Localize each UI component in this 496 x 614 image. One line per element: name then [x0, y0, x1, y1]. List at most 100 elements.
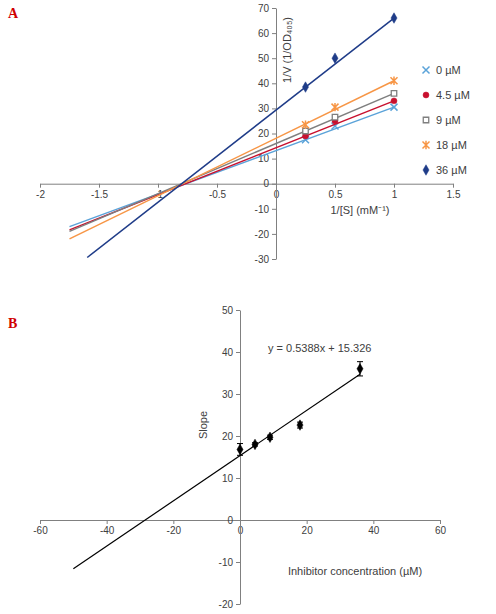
x-axis: -60-40-200204060	[33, 520, 446, 536]
y-tick: -20	[255, 229, 276, 240]
x-tick-label: 20	[302, 525, 314, 536]
x-tick-mark	[40, 184, 41, 188]
y-tick-mark	[272, 8, 276, 9]
data-point	[332, 53, 338, 64]
x-tick-mark	[335, 184, 336, 188]
y-tick-label: 40	[258, 78, 270, 89]
trend-line	[70, 93, 395, 231]
data-point	[332, 103, 339, 111]
x-tick-mark	[307, 520, 308, 524]
y-tick-mark	[272, 58, 276, 59]
error-bar-cap	[357, 361, 363, 362]
data-point	[267, 432, 273, 443]
x-tick: 1.5	[447, 184, 461, 200]
y-tick: 20	[222, 431, 240, 442]
y-tick: 30	[222, 389, 240, 400]
x-tick-label: -20	[167, 525, 182, 536]
x-tick: 0.5	[329, 184, 343, 200]
legend-marker	[423, 117, 428, 122]
x-axis: -2-1.5-1-0.500.511.5	[36, 184, 461, 200]
y-tick: 60	[258, 28, 276, 39]
x-tick-label: 40	[368, 525, 380, 536]
data-point	[332, 114, 337, 119]
data-point	[391, 91, 396, 96]
x-tick-label: -60	[33, 525, 48, 536]
panel-label: A	[8, 6, 19, 21]
x-tick: -40	[100, 520, 115, 536]
legend-label: 9 µM	[436, 114, 461, 126]
legend-label: 0 µM	[436, 64, 461, 76]
x-tick-label: 0.5	[329, 189, 343, 200]
x-tick-label: -2	[36, 189, 45, 200]
x-tick-mark	[217, 184, 218, 188]
y-tick-label: -30	[255, 254, 270, 265]
legend-item: 18 µM	[423, 139, 467, 151]
legend-marker	[423, 141, 430, 149]
y-tick-mark	[236, 478, 240, 479]
y-tick-label: 10	[222, 473, 234, 484]
y-tick-label: -10	[219, 557, 234, 568]
y-tick-mark	[236, 310, 240, 311]
y-tick-mark	[272, 209, 276, 210]
data-point	[297, 420, 303, 431]
y-tick-label: 60	[258, 28, 270, 39]
y-tick-label: 0	[263, 178, 269, 189]
x-axis-line	[41, 184, 454, 185]
x-tick: -60	[33, 520, 48, 536]
y-tick: 0	[263, 178, 276, 189]
y-tick-mark	[236, 436, 240, 437]
legend-marker	[423, 67, 430, 74]
data-point	[391, 13, 397, 24]
data-point	[237, 444, 243, 455]
x-tick-label: 60	[435, 525, 447, 536]
legend-item: 0 µM	[423, 64, 461, 76]
y-tick: 40	[222, 347, 240, 358]
x-tick-label: -1.5	[91, 189, 109, 200]
error-bar	[357, 362, 363, 376]
data-point	[302, 82, 308, 93]
error-bar	[237, 444, 243, 456]
y-tick-mark	[236, 604, 240, 605]
legend-item: 9 µM	[423, 114, 460, 126]
y-tick-label: -20	[255, 229, 270, 240]
y-axis-line	[240, 311, 241, 605]
x-tick: 40	[368, 520, 380, 536]
y-tick: -30	[255, 254, 276, 265]
y-tick-label: 0	[227, 515, 233, 526]
x-tick-mark	[99, 184, 100, 188]
y-tick-mark	[272, 134, 276, 135]
x-tick-mark	[107, 520, 108, 524]
y-tick-mark	[272, 33, 276, 34]
y-tick-label: 20	[222, 431, 234, 442]
y-tick: 10	[222, 473, 240, 484]
y-tick-label: 50	[222, 305, 234, 316]
x-tick: -1.5	[91, 184, 109, 200]
y-tick-mark	[236, 352, 240, 353]
data-point	[391, 104, 398, 111]
y-tick-mark	[236, 520, 240, 521]
x-tick-mark	[453, 184, 454, 188]
y-tick: -10	[255, 204, 276, 215]
y-tick: 40	[258, 78, 276, 89]
y-tick-mark	[236, 562, 240, 563]
y-tick-label: 30	[222, 389, 234, 400]
chart-panel: -2-1.5-1-0.500.511.5-30-20-1001020304050…	[8, 3, 470, 265]
x-tick-mark	[158, 184, 159, 188]
legend-marker	[423, 165, 429, 176]
x-tick-label: -40	[100, 525, 115, 536]
data-point	[391, 77, 398, 85]
x-tick-label: 1.5	[447, 189, 461, 200]
data-point	[302, 121, 309, 129]
legend-item: 36 µM	[423, 164, 467, 176]
y-tick: 0	[227, 515, 240, 526]
panel-label: B	[8, 316, 17, 331]
y-axis: -30-20-10010203040506070	[255, 3, 277, 265]
x-tick: -0.5	[209, 184, 227, 200]
y-tick-label: 70	[258, 3, 270, 14]
x-tick: 60	[435, 520, 447, 536]
y-tick-mark	[236, 394, 240, 395]
y-tick-label: 50	[258, 53, 270, 64]
y-tick: 10	[258, 153, 276, 164]
x-axis-title: Inhibitor concentration (µM)	[288, 565, 422, 577]
trend-line	[73, 374, 360, 569]
